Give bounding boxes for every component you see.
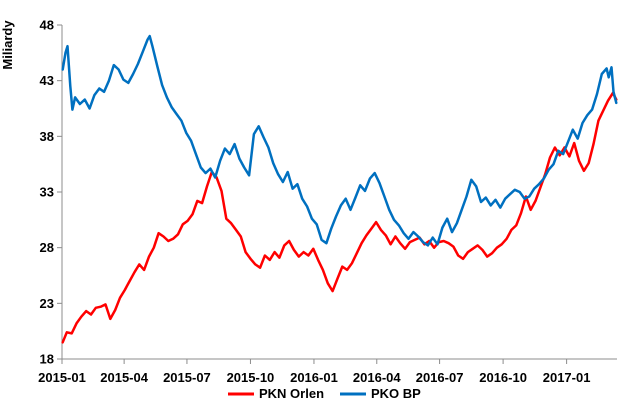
y-axis: 18 23 28 33 38 43 48 [40, 18, 63, 367]
x-tick-label: 2015-04 [100, 370, 148, 385]
x-axis: 2015-01 2015-04 2015-07 2015-10 2016-01 2016-… [38, 358, 617, 385]
y-tick-label: 18 [40, 352, 54, 367]
y-tick-label: 33 [40, 185, 54, 200]
x-tick-label: 2015-01 [38, 370, 86, 385]
x-tick-label: 2016-10 [479, 370, 527, 385]
y-axis-label: Miliardy [0, 20, 15, 70]
x-tick-label: 2016-01 [290, 370, 338, 385]
legend: PKN Orlen PKO BP [228, 386, 421, 401]
x-tick-label: 2015-10 [227, 370, 275, 385]
y-tick-label: 43 [40, 73, 54, 88]
series-line-pkn-orlen [61, 91, 618, 344]
x-tick-label: 2015-07 [163, 370, 211, 385]
x-tick-label: 2017-01 [543, 370, 591, 385]
y-tick-label: 38 [40, 129, 54, 144]
x-tick-label: 2016-07 [416, 370, 464, 385]
legend-label: PKO BP [371, 386, 421, 401]
series-layer [61, 34, 618, 344]
y-tick-label: 28 [40, 240, 54, 255]
legend-label: PKN Orlen [259, 386, 324, 401]
series-line-pko-bp [61, 34, 618, 247]
x-tick-label: 2016-04 [353, 370, 401, 385]
y-tick-label: 48 [40, 18, 54, 33]
y-tick-label: 23 [40, 296, 54, 311]
